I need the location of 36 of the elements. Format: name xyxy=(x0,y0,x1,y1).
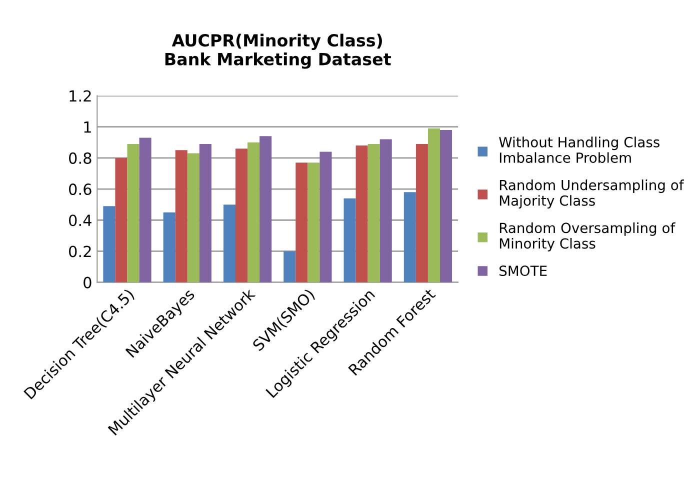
bar xyxy=(187,153,200,282)
legend-label: Random Undersampling of Majority Class xyxy=(500,180,684,209)
bar xyxy=(163,212,176,282)
bar xyxy=(344,198,356,282)
bar xyxy=(127,144,140,282)
y-tick-label: 0.8 xyxy=(69,152,92,164)
bar xyxy=(223,204,236,282)
bar xyxy=(368,144,380,282)
bar xyxy=(296,162,308,282)
bar xyxy=(199,144,212,282)
bar xyxy=(235,148,248,282)
bar xyxy=(320,152,332,282)
bar xyxy=(139,138,152,282)
y-tick-label: 0.6 xyxy=(69,184,92,196)
bar xyxy=(440,130,452,282)
bar xyxy=(260,136,272,282)
bar xyxy=(404,192,416,282)
y-tick-label: 1.2 xyxy=(70,90,91,102)
bar xyxy=(115,158,128,282)
y-tick-label: 0.4 xyxy=(69,214,92,226)
y-tick-label: 1 xyxy=(84,122,91,133)
y-tick-label: 0 xyxy=(84,276,92,288)
y-tick-label: 0.2 xyxy=(69,246,91,258)
bar xyxy=(103,206,116,282)
bar xyxy=(308,162,320,282)
chart-title: AUCPR(Minority Class) Bank Marketing Dataset xyxy=(165,34,391,69)
legend-label: SMOTE xyxy=(500,266,547,276)
legend-label: Random Oversampling of Minority Class xyxy=(500,222,676,252)
bar xyxy=(356,146,368,282)
bar xyxy=(248,142,260,282)
bar xyxy=(284,251,296,282)
legend-label: Without Handling Class Imbalance Problem xyxy=(499,136,660,163)
bar xyxy=(380,139,392,282)
bar xyxy=(175,150,188,282)
bar xyxy=(416,144,428,282)
bar xyxy=(428,128,440,282)
